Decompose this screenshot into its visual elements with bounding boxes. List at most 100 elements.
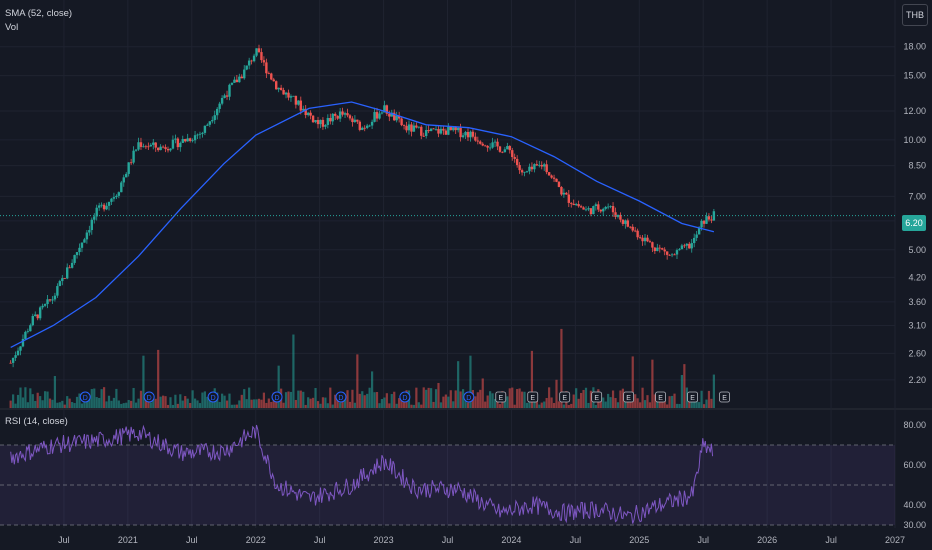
candle-body [319,119,322,125]
volume-bar [447,396,450,408]
candle-body [247,60,251,66]
candle [191,138,194,143]
volume-legend[interactable]: Vol [5,22,19,33]
volume-bar [24,387,27,408]
candle-body [486,145,489,148]
candle-body [538,164,541,166]
volume-bar [157,349,160,408]
candle [417,126,421,129]
volume-bar [137,398,140,408]
volume-bar [309,398,312,408]
candle [289,94,293,102]
candle [129,158,133,165]
candle-body [488,147,492,149]
volume-bar [476,392,479,408]
volume-bar [198,403,202,408]
candle [710,215,713,224]
price-axis-tick-label: 18.00 [903,42,926,52]
rsi-legend[interactable]: RSI (14, close) [5,416,68,427]
volume-bar [179,394,182,408]
candle [230,82,234,86]
candle-body [93,216,96,220]
candle [61,275,64,286]
candle-body [215,108,219,116]
candle-body [665,251,669,255]
candle [63,277,66,279]
candle-body [412,125,416,132]
rsi-axis-tick-label: 40.00 [903,500,926,510]
candle-body [311,115,315,123]
candle [484,144,487,147]
candle-body [297,100,300,105]
candle [159,144,162,151]
volume-bar [678,403,681,408]
candle [518,162,521,174]
candle [604,205,607,211]
candle-body [582,207,585,210]
volume-bar [189,402,192,408]
candle [452,126,455,132]
candle-body [454,127,457,131]
rsi-axis-tick-label: 60.00 [903,460,926,470]
candle [550,174,553,179]
candle [592,205,595,215]
event-marker: D [335,391,347,403]
candle [250,59,253,65]
candle [402,124,406,130]
candle [43,303,47,308]
candle [530,162,534,172]
candle-body [599,209,602,212]
candle [506,142,509,150]
candle [73,254,76,265]
candle [238,73,241,83]
candle [712,208,716,221]
candle-body [685,243,689,246]
volume-bar [663,397,666,408]
candle-body [53,295,57,300]
candle-body [471,131,475,137]
candle-body [508,146,511,151]
candle-body [95,207,98,217]
event-marker: E [623,391,635,403]
candle-body [378,113,381,119]
candle-body [616,214,620,217]
candle-body [626,220,630,227]
candle [648,239,652,243]
candle [415,122,418,129]
candle [611,202,615,217]
candle [341,107,344,117]
candle-body [513,157,516,159]
candle-body [439,128,443,134]
candle [474,132,477,142]
candle [432,128,435,130]
event-marker-label: D [274,395,279,402]
candle [638,234,642,240]
candle [112,192,116,202]
volume-bar [58,402,61,408]
candle [348,114,352,121]
candle [636,228,639,240]
candle [105,202,108,211]
candle [46,294,49,309]
volume-bar [130,400,133,408]
event-marker-label: D [147,395,152,402]
candle [629,226,632,229]
candle-body [289,96,293,98]
candle-body [275,81,278,90]
volume-bar [112,397,116,408]
volume-bar [31,394,34,408]
volume-bar [9,400,12,408]
volume-bar [575,388,578,408]
candle [368,124,371,127]
candle-body [383,105,386,113]
volume-bar [43,391,47,408]
candle-body [518,165,521,171]
candle [525,170,529,173]
sma-legend[interactable]: SMA (52, close) [5,8,73,19]
currency-button[interactable]: THB [902,4,928,26]
candle-body [533,164,536,170]
volume-bar [307,397,310,408]
candle-body [176,138,180,148]
event-marker: D [271,391,283,403]
